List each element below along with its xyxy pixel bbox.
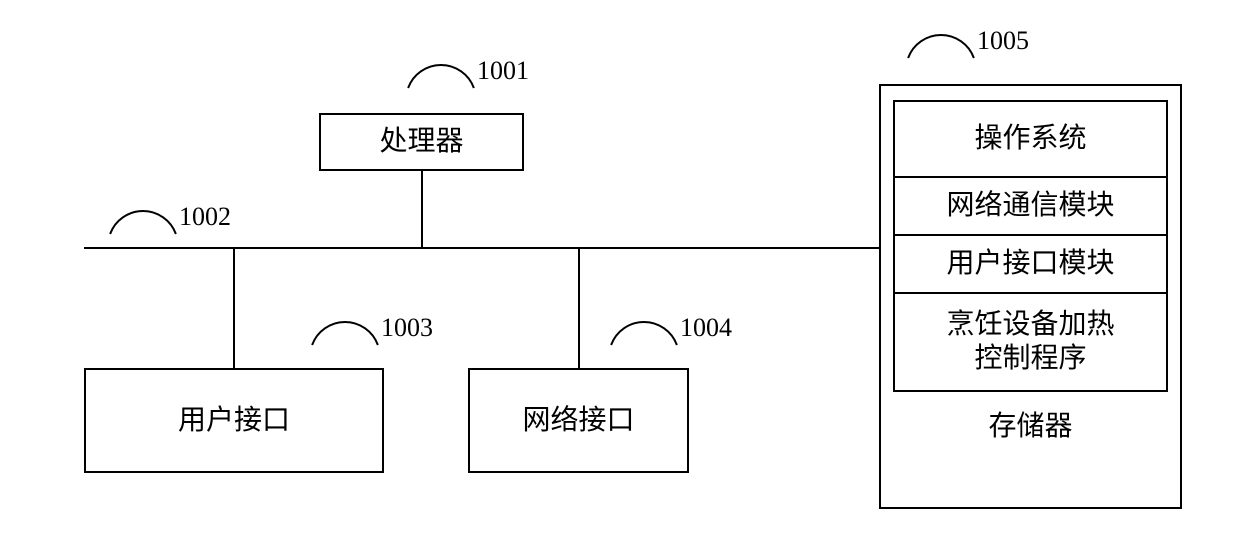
node-memory-label: 存储器 [893,410,1168,444]
leader-1003-text: 1003 [381,313,433,343]
memory-item-heatctrl-line1: 烹饪设备加热 [946,308,1114,342]
leader-1002-text: 1002 [179,202,231,232]
memory-item-heatctrl: 烹饪设备加热 控制程序 [893,292,1168,392]
node-network-interface-label: 网络接口 [522,404,634,438]
memory-item-heatctrl-line2: 控制程序 [974,342,1086,376]
leader-1001-arc [408,65,474,88]
node-user-interface-label: 用户接口 [178,404,290,438]
leader-1004-arc [611,322,677,345]
node-processor-label: 处理器 [379,125,463,159]
memory-item-netcomm-label: 网络通信模块 [946,189,1114,223]
node-memory: 操作系统 网络通信模块 用户接口模块 烹饪设备加热 控制程序 存储器 [879,84,1182,509]
memory-items: 操作系统 网络通信模块 用户接口模块 烹饪设备加热 控制程序 [893,100,1168,392]
node-user-interface: 用户接口 [84,368,384,473]
memory-item-userif: 用户接口模块 [893,234,1168,294]
leader-1005-arc [908,35,974,58]
node-network-interface: 网络接口 [468,368,689,473]
leader-1003-arc [312,322,378,345]
memory-item-os-label: 操作系统 [974,122,1086,156]
memory-item-os: 操作系统 [893,100,1168,178]
leader-1002-arc [110,211,176,234]
memory-item-netcomm: 网络通信模块 [893,176,1168,236]
diagram-stage: 处理器 用户接口 网络接口 操作系统 网络通信模块 用户接口模块 烹饪设备加热 … [0,0,1240,555]
leader-1004-text: 1004 [680,313,732,343]
leader-1001-text: 1001 [477,56,529,86]
leader-1005-text: 1005 [977,26,1029,56]
memory-item-userif-label: 用户接口模块 [946,247,1114,281]
node-processor: 处理器 [319,113,524,171]
